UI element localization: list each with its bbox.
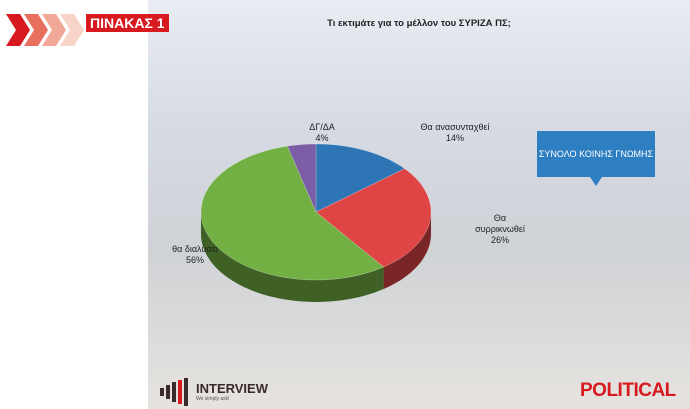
pie-slice: [200, 145, 385, 281]
pie-slice: [315, 143, 406, 213]
tagline: We simply ask!: [196, 396, 230, 402]
data-label: θα διαλύσει 56%: [155, 244, 235, 266]
pie-slice: [287, 143, 317, 213]
category-label: Θα ανασυνταχθεί: [420, 122, 490, 132]
value-label: 4%: [315, 133, 329, 143]
value-label: 14%: [445, 133, 464, 143]
data-label: ΔΓ/ΔΑ 4%: [297, 122, 347, 144]
category-label: Θα συρρικνωθεί: [475, 213, 525, 234]
table-tag: ΠΙΝΑΚΑΣ 1: [86, 14, 169, 32]
category-label: ΔΓ/ΔΑ: [309, 122, 335, 132]
category-label: θα διαλύσει: [172, 244, 218, 254]
chevron: [42, 14, 66, 46]
pie-slice: [315, 168, 432, 268]
logo: INTERVIEW: [196, 381, 268, 396]
annotation: ΣΥΝΟΛΟ ΚΟΙΝΗΣ ΓΝΩΜΗΣ: [537, 131, 655, 177]
chart-title: Τι εκτιμάτε για το μέλλον του ΣΥΡΙΖΑ ΠΣ;: [327, 18, 511, 29]
chevron: [24, 14, 48, 46]
callout-pointer: [590, 177, 602, 186]
chevron: [6, 14, 30, 46]
value-label: 56%: [185, 255, 204, 265]
value-label: 26%: [490, 235, 509, 245]
chevron: [60, 14, 84, 46]
brand: POLITICAL: [580, 380, 676, 401]
pie-slice-side: [201, 212, 384, 302]
pie-slice-side: [383, 212, 431, 289]
interview-logo-bars: [160, 378, 188, 406]
data-label: Θα συρρικνωθεί 26%: [470, 213, 530, 246]
data-label: Θα ανασυνταχθεί 14%: [420, 122, 490, 144]
